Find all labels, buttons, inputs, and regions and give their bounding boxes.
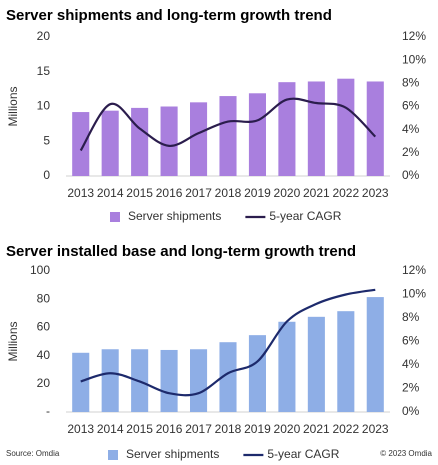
bar xyxy=(190,349,208,412)
bar xyxy=(219,96,237,176)
x-tick-label: 2020 xyxy=(274,186,301,200)
y2-tick-label: 0% xyxy=(402,168,420,182)
line xyxy=(80,288,376,397)
x-tick-label: 2016 xyxy=(156,186,183,200)
bar xyxy=(307,81,325,176)
y-tick-label: 40 xyxy=(37,348,51,362)
bar xyxy=(101,110,119,176)
y-tick-label: 0 xyxy=(43,168,50,182)
x-tick-label: 2015 xyxy=(126,186,153,200)
bar xyxy=(366,297,384,412)
y2-tick-label: 6% xyxy=(402,334,420,348)
x-tick-label: 2014 xyxy=(97,422,124,436)
legend-label: 5-year CAGR xyxy=(267,447,339,461)
bar xyxy=(72,112,90,176)
y-tick-label: 100 xyxy=(30,263,50,277)
y2-tick-label: 12% xyxy=(402,263,426,277)
y2-tick-label: 4% xyxy=(402,357,420,371)
x-tick-label: 2017 xyxy=(185,422,212,436)
legend-label: Server shipments xyxy=(126,447,219,461)
x-tick-label: 2023 xyxy=(362,422,389,436)
y-tick-label: 60 xyxy=(37,320,51,334)
x-tick-label: 2013 xyxy=(67,422,94,436)
line xyxy=(79,97,377,152)
x-tick-label: 2016 xyxy=(156,422,183,436)
legend-swatch xyxy=(110,212,120,222)
legend-label: 5-year CAGR xyxy=(269,209,341,223)
y2-tick-label: 10% xyxy=(402,52,426,66)
bar xyxy=(278,82,296,176)
x-tick-label: 2017 xyxy=(185,186,212,200)
bar xyxy=(160,106,178,176)
bar xyxy=(190,102,208,176)
x-tick-label: 2019 xyxy=(244,186,271,200)
bar xyxy=(248,335,266,412)
bar xyxy=(337,78,355,176)
y2-tick-label: 0% xyxy=(402,404,420,418)
y2-tick-label: 4% xyxy=(402,122,420,136)
x-tick-label: 2020 xyxy=(274,422,301,436)
x-tick-label: 2019 xyxy=(244,422,271,436)
y-tick-label: 5 xyxy=(43,133,50,147)
x-tick-label: 2021 xyxy=(303,422,330,436)
y-axis-label: Millions xyxy=(6,86,20,126)
legend-label: Server shipments xyxy=(128,209,221,223)
copyright: © 2023 Omdia xyxy=(380,449,432,458)
y-tick-label: 20 xyxy=(37,376,51,390)
y-tick-label: 10 xyxy=(37,99,51,113)
chart-title: Server installed base and long-term grow… xyxy=(6,243,356,260)
bar xyxy=(160,349,178,412)
x-tick-label: 2022 xyxy=(332,422,359,436)
bar xyxy=(337,311,355,412)
bar xyxy=(101,349,119,412)
y-tick-label: 80 xyxy=(37,291,51,305)
source: Source: Omdia xyxy=(6,449,60,458)
y-tick-label: - xyxy=(46,404,50,418)
chart-title: Server shipments and long-term growth tr… xyxy=(6,7,332,24)
x-tick-label: 2022 xyxy=(332,186,359,200)
legend-swatch xyxy=(108,450,118,460)
bar xyxy=(366,81,384,176)
y-axis-label: Millions xyxy=(6,321,20,361)
y2-tick-label: 10% xyxy=(402,287,426,301)
x-tick-label: 2023 xyxy=(362,186,389,200)
y2-tick-label: 8% xyxy=(402,310,420,324)
x-tick-label: 2021 xyxy=(303,186,330,200)
y2-tick-label: 2% xyxy=(402,145,420,159)
x-tick-label: 2014 xyxy=(97,186,124,200)
bar xyxy=(307,316,325,412)
bar xyxy=(278,321,296,412)
bar xyxy=(131,107,149,176)
y-tick-label: 15 xyxy=(37,64,51,78)
bar xyxy=(72,352,90,412)
y-tick-label: 20 xyxy=(37,29,51,43)
x-tick-label: 2018 xyxy=(215,422,242,436)
x-tick-label: 2018 xyxy=(215,186,242,200)
bar xyxy=(219,342,237,412)
y2-tick-label: 8% xyxy=(402,76,420,90)
y2-tick-label: 2% xyxy=(402,381,420,395)
bar xyxy=(248,93,266,176)
x-tick-label: 2015 xyxy=(126,422,153,436)
y2-tick-label: 12% xyxy=(402,29,426,43)
x-tick-label: 2013 xyxy=(67,186,94,200)
y2-tick-label: 6% xyxy=(402,99,420,113)
